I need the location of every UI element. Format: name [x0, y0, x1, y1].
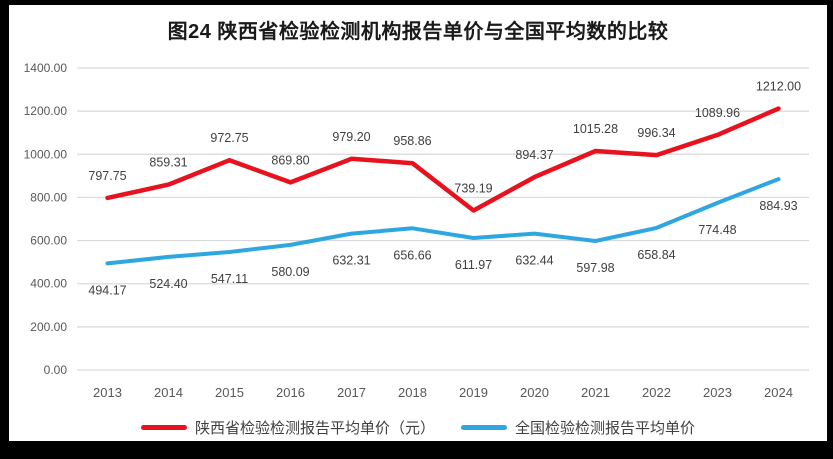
data-label: 869.80 [271, 153, 309, 167]
data-label: 632.44 [515, 254, 553, 268]
y-axis-tick-label: 1200.00 [24, 104, 68, 118]
legend-swatch-shaanxi [140, 425, 187, 430]
data-label: 894.37 [515, 148, 553, 162]
series-line-0 [105, 106, 781, 213]
legend-swatch-national [461, 425, 507, 430]
data-label: 494.17 [88, 283, 126, 297]
x-axis-label: 2017 [337, 385, 366, 400]
y-axis-tick-label: 600.00 [30, 234, 67, 248]
data-label: 580.09 [271, 265, 309, 279]
legend-item-national: 全国检验检测报告平均单价 [461, 417, 695, 438]
x-axis-label: 2013 [93, 385, 122, 400]
x-axis-label: 2015 [215, 385, 244, 400]
series-line-1 [105, 177, 781, 266]
data-label: 1089.96 [695, 106, 740, 120]
data-label: 884.93 [759, 199, 797, 213]
y-axis-tick-label: 0.00 [44, 363, 68, 377]
y-axis-tick-label: 1000.00 [24, 147, 68, 161]
data-label: 996.34 [637, 126, 675, 140]
data-label: 1015.28 [573, 122, 618, 136]
x-axis-label: 2024 [764, 385, 793, 400]
x-axis-label: 2018 [398, 385, 427, 400]
data-label: 611.97 [455, 258, 492, 272]
data-label: 658.84 [637, 248, 675, 262]
data-label: 958.86 [393, 134, 431, 148]
chart-title: 图24 陕西省检验检测机构报告单价与全国平均数的比较 [167, 21, 669, 43]
chart-legend: 陕西省检验检测报告平均单价（元） 全国检验检测报告平均单价 [9, 417, 827, 438]
data-label: 1212.00 [756, 80, 801, 94]
x-axis-label: 2020 [520, 385, 549, 400]
data-label: 972.75 [210, 131, 248, 145]
x-axis-label: 2016 [276, 385, 305, 400]
data-label: 979.20 [332, 130, 370, 144]
y-axis-tick-label: 200.00 [30, 320, 67, 334]
data-label: 739.19 [454, 182, 492, 196]
data-label: 632.31 [332, 254, 370, 268]
y-axis-tick-label: 800.00 [30, 190, 67, 204]
data-label: 859.31 [149, 156, 187, 170]
x-axis-label: 2014 [154, 385, 183, 400]
x-axis-label: 2023 [703, 385, 732, 400]
data-label: 547.11 [211, 272, 248, 286]
data-label: 524.40 [149, 277, 187, 291]
data-label: 797.75 [88, 169, 126, 183]
y-axis-tick-label: 400.00 [30, 277, 67, 291]
data-label: 774.48 [698, 223, 736, 237]
x-axis-label: 2019 [459, 385, 488, 400]
legend-item-shaanxi: 陕西省检验检测报告平均单价（元） [140, 417, 435, 438]
chart-area: 图24 陕西省检验检测机构报告单价与全国平均数的比较 0.00 200.00 400… [9, 5, 827, 441]
x-axis-label: 2022 [642, 385, 671, 400]
line-chart-plot: 0.00 200.00 400.00 600.00 800.00 1000.00 1200.… [24, 61, 809, 400]
data-label: 656.66 [393, 248, 431, 262]
data-label: 597.98 [576, 261, 614, 275]
legend-label-national: 全国检验检测报告平均单价 [515, 420, 696, 437]
legend-label-shaanxi: 陕西省检验检测报告平均单价（元） [194, 420, 435, 437]
x-axis-label: 2021 [581, 385, 610, 400]
y-axis-tick-label: 1400.00 [24, 61, 68, 75]
